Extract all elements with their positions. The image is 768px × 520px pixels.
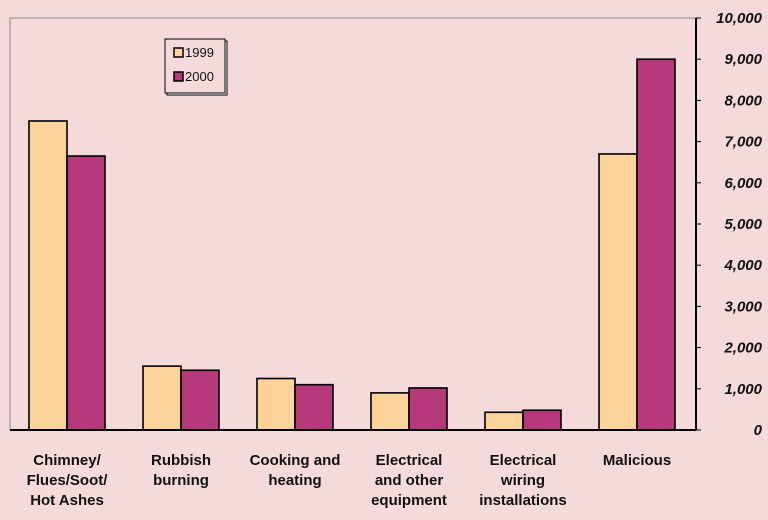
- bar-1999-5: [598, 153, 638, 431]
- category-label-line: Cooking and: [250, 452, 341, 469]
- bar-2000-0: [66, 155, 106, 431]
- category-label-line: installations: [479, 492, 567, 509]
- bar-2000-5: [636, 58, 676, 431]
- plot-area-border: [9, 17, 697, 431]
- category-label: Cooking and heating: [250, 452, 341, 489]
- bar-1999-0: [28, 120, 68, 431]
- category-label-line: heating: [268, 472, 321, 489]
- y-tick-label: 10,000: [716, 10, 763, 27]
- bar-2000-3: [408, 387, 448, 431]
- bar-2000-1: [180, 369, 220, 431]
- legend-label-2000: 2000: [185, 69, 214, 84]
- category-label-line: Hot Ashes: [30, 492, 104, 509]
- bar-1999-2: [256, 377, 296, 431]
- category-label-line: equipment: [371, 492, 447, 509]
- category-label-line: Electrical: [490, 452, 557, 469]
- bar-2000-4: [522, 409, 562, 431]
- category-label-line: burning: [153, 472, 209, 489]
- category-label: Chimney/Flues/Soot/Hot Ashes: [27, 452, 109, 509]
- y-tick-label: 6,000: [724, 175, 762, 192]
- category-label: Rubbish burning: [151, 452, 211, 489]
- y-tick-label: 4,000: [723, 257, 762, 274]
- y-tick-label: 8,000: [724, 92, 762, 109]
- category-label-line: Rubbish: [151, 452, 211, 469]
- y-tick-label: 1,000: [724, 381, 762, 398]
- category-label-line: Flues/Soot/: [27, 472, 109, 489]
- category-label-line: and other: [375, 472, 443, 489]
- category-label-line: Chimney/: [33, 452, 101, 469]
- category-label-line: Malicious: [603, 452, 671, 469]
- y-tick-label: 9,000: [724, 51, 762, 68]
- y-tick-label: 7,000: [724, 134, 762, 151]
- legend-swatch-1999: [173, 47, 184, 58]
- category-label: Malicious: [603, 452, 671, 469]
- y-tick-label: 0: [754, 422, 763, 439]
- bar-2000-2: [294, 383, 334, 431]
- legend-swatch-2000: [173, 71, 184, 82]
- category-label: Electrical wiring installations: [479, 452, 567, 509]
- y-tick-label: 3,000: [724, 298, 762, 315]
- category-label-line: Electrical: [376, 452, 443, 469]
- category-label: Electrical and other equipment: [371, 452, 447, 509]
- bar-1999-1: [142, 365, 182, 431]
- y-tick-label: 5,000: [724, 216, 762, 233]
- y-tick-label: 2,000: [723, 340, 762, 357]
- bar-1999-3: [370, 392, 410, 431]
- bar-1999-4: [484, 411, 524, 431]
- legend-label-1999: 1999: [185, 45, 214, 60]
- category-label-line: wiring: [500, 472, 545, 489]
